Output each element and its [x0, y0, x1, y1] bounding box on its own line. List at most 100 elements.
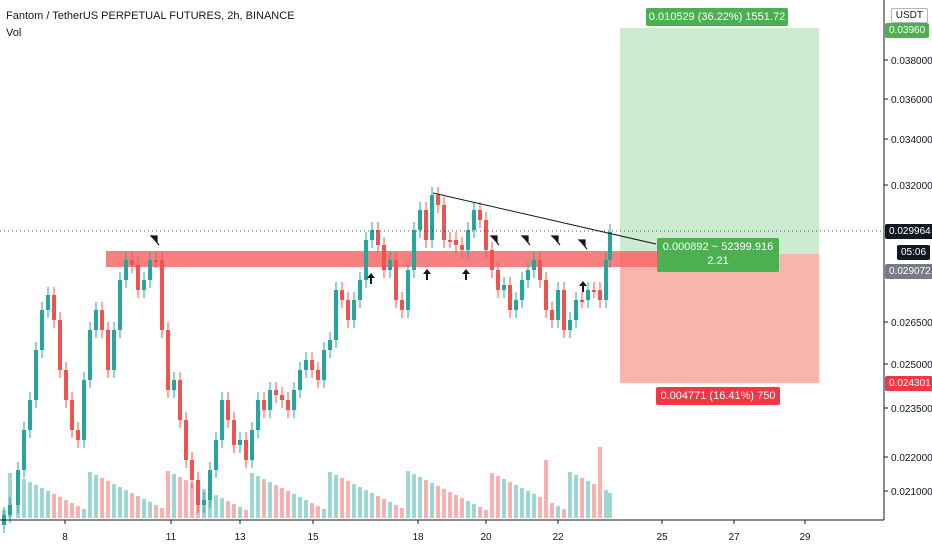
risk-reward-box[interactable]: 0.000892 ~ 52399.916 2.21	[657, 238, 779, 272]
up-arrow-icon	[423, 269, 431, 280]
volume-bar	[580, 478, 584, 518]
candle-body	[364, 240, 368, 280]
candle-body	[250, 430, 254, 460]
volume-bar	[382, 499, 386, 518]
volume-bar	[166, 471, 170, 518]
trendline	[432, 192, 657, 245]
volume-bar	[424, 480, 428, 518]
volume-bar	[184, 480, 188, 518]
volume-indicator-label[interactable]: Vol	[6, 27, 22, 39]
volume-bar	[34, 485, 38, 518]
volume-bar	[64, 500, 68, 518]
volume-bar	[298, 497, 302, 518]
candle-body	[28, 400, 32, 430]
candle-body	[154, 260, 158, 262]
volume-bar	[478, 507, 482, 518]
volume-bar	[136, 496, 140, 518]
x-tick-label: 22	[552, 532, 564, 543]
profit-target-box[interactable]: 0.010529 (36.22%) 1551.72	[646, 8, 788, 26]
x-tick-label: 15	[307, 532, 319, 543]
candle-body	[8, 505, 12, 515]
volume-bar	[586, 481, 590, 518]
volume-bar	[124, 490, 128, 518]
candles-layer	[2, 187, 612, 533]
candle-body	[352, 300, 356, 320]
volume-bar	[8, 473, 12, 518]
volume-bar	[316, 506, 320, 518]
volume-bar	[514, 485, 518, 518]
pin-marker-icon	[577, 239, 588, 250]
volume-bar	[148, 502, 152, 518]
volume-bar	[436, 486, 440, 518]
x-tick-label: 13	[234, 532, 246, 543]
volume-bar	[268, 482, 272, 518]
volume-bar	[28, 482, 32, 518]
volume-bar	[550, 503, 554, 518]
candle-body	[460, 245, 464, 250]
candle-body	[400, 300, 404, 310]
y-tick-label: 0.036000	[891, 95, 932, 106]
candle-body	[538, 260, 542, 280]
volume-bar	[142, 499, 146, 518]
candle-body	[124, 260, 128, 280]
candle-body	[496, 270, 500, 290]
y-tick-label: 0.026500	[891, 318, 932, 329]
volume-bar	[58, 497, 62, 518]
stop-loss-box[interactable]: 0.004771 (16.41%) 750	[656, 387, 780, 405]
volume-layer	[2, 447, 612, 518]
candle-body	[544, 280, 548, 310]
volume-bar	[16, 476, 20, 518]
candle-body	[190, 460, 194, 480]
pin-marker-icon	[489, 235, 500, 246]
volume-bar	[262, 479, 266, 518]
candle-body	[40, 310, 44, 350]
candle-body	[52, 295, 56, 320]
volume-bar	[448, 492, 452, 518]
currency-button[interactable]: USDT	[890, 8, 928, 23]
candle-body	[442, 205, 446, 240]
current-price-label: 0.029964	[885, 224, 932, 239]
candle-body	[502, 285, 506, 290]
volume-bar	[538, 497, 542, 518]
volume-bar	[286, 491, 290, 518]
candle-body	[76, 430, 80, 440]
x-tick-label: 11	[166, 532, 177, 543]
candle-body	[592, 290, 596, 292]
candle-body	[478, 210, 482, 220]
y-tick-label: 0.025000	[891, 360, 932, 371]
candle-body	[214, 440, 218, 470]
candle-body	[424, 210, 428, 240]
y-tick-label: 0.032000	[891, 181, 932, 192]
candle-body	[64, 370, 68, 400]
volume-bar	[22, 479, 26, 518]
volume-bar	[490, 473, 494, 518]
volume-bar	[46, 491, 50, 518]
candle-body	[298, 370, 302, 390]
volume-bar	[544, 460, 548, 518]
candle-body	[472, 210, 476, 230]
target-price-label: 0.03960	[885, 23, 930, 38]
pin-marker-icon	[520, 235, 531, 246]
volume-bar	[364, 490, 368, 518]
volume-bar	[226, 501, 230, 518]
candle-body	[82, 380, 86, 440]
candle-body	[448, 240, 452, 242]
candle-body	[94, 310, 98, 330]
candle-body	[118, 280, 122, 330]
candle-body	[34, 350, 38, 400]
entry-price-label: 0.029072	[885, 264, 932, 279]
stop-price-label: 0.024301	[885, 376, 932, 391]
candle-body	[148, 260, 152, 280]
x-tick-label: 29	[799, 532, 811, 543]
volume-bar	[562, 509, 566, 518]
volume-bar	[340, 478, 344, 518]
candle-body	[562, 290, 566, 330]
candle-body	[310, 360, 314, 370]
candle-body	[232, 420, 236, 445]
candle-body	[574, 300, 578, 320]
candle-body	[394, 260, 398, 300]
volume-bar	[592, 484, 596, 518]
volume-bar	[88, 472, 92, 518]
volume-bar	[334, 475, 338, 518]
